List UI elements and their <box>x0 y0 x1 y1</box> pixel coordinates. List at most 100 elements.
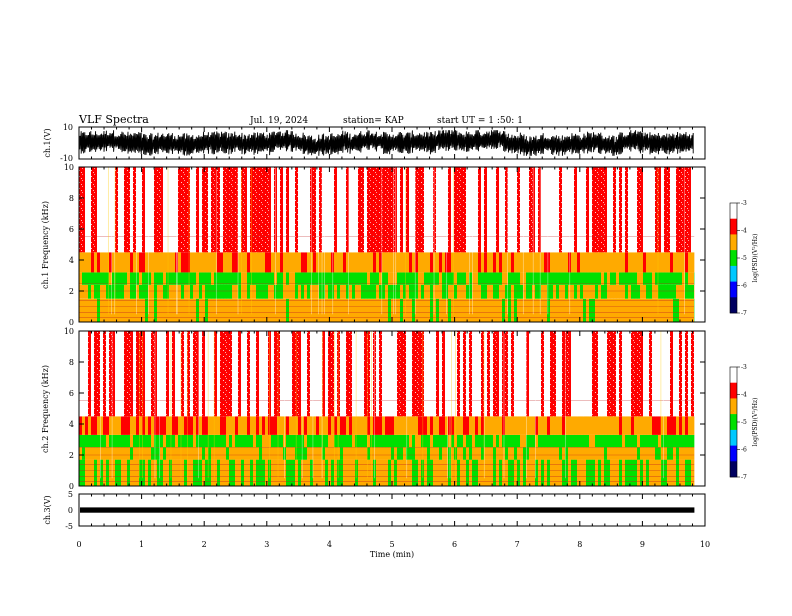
spectrogram-cell <box>487 447 491 460</box>
spectrogram-cell <box>193 459 197 486</box>
spectrogram-cell <box>616 272 620 285</box>
ytick-label: 4 <box>69 420 74 429</box>
spectrogram-cell <box>622 272 626 285</box>
spectrogram-cell <box>376 459 380 486</box>
spectrogram-cell <box>421 298 425 323</box>
spectrogram-cell <box>460 272 464 285</box>
spectrogram-cell <box>334 459 338 486</box>
colorbar-label: log(PSD)(V²/Hz) <box>752 234 759 283</box>
spectrogram-cell <box>169 447 173 460</box>
spectrogram-cell <box>106 447 110 460</box>
spectrogram-cell <box>397 284 401 299</box>
spectrogram-cell <box>643 447 647 460</box>
spectrogram-cell <box>169 298 173 323</box>
spectrogram-cell <box>112 298 116 323</box>
spectrogram-cell <box>397 416 401 435</box>
spectrogram-cell <box>205 459 209 486</box>
spectrogram-cell <box>229 284 233 299</box>
spectrogram-cell <box>100 272 104 285</box>
spectrogram-cell <box>175 447 179 460</box>
spectrogram-cell <box>679 459 683 486</box>
spectrogram-cell <box>598 284 602 299</box>
spectrogram-cell <box>274 434 278 448</box>
spectrogram-cell <box>385 272 389 285</box>
spectrogram-cell <box>499 459 503 486</box>
spectrogram-cell <box>436 298 440 323</box>
spectrogram-cell <box>550 284 554 299</box>
spectrogram-cell <box>352 447 356 460</box>
spectrogram-cell <box>448 284 452 299</box>
spectrogram-cell <box>556 434 560 448</box>
spectrogram-cell <box>442 252 446 273</box>
ch1-waveform-ylabel: ch.1(V) <box>43 128 52 157</box>
spectrogram-cell <box>103 447 107 460</box>
spectrogram-cell <box>607 459 611 486</box>
spectrogram-cell <box>400 416 404 435</box>
spectrogram-cell <box>682 447 686 460</box>
spectrogram-cell <box>283 298 287 323</box>
spectrogram-cell <box>82 284 86 299</box>
spectrogram-cell <box>232 447 236 460</box>
spectrogram-cell <box>472 434 476 448</box>
spectrogram-cell <box>625 252 629 273</box>
spectrogram-cell <box>208 284 212 299</box>
spectrogram-cell <box>91 252 95 273</box>
spectrogram-cell <box>454 298 458 323</box>
spectrogram-cell <box>586 252 590 273</box>
spectrogram-cell <box>553 252 557 273</box>
spectrogram-cell <box>277 434 281 448</box>
spectrogram-cell <box>298 284 302 299</box>
spectrogram-cell <box>292 459 296 486</box>
spectrogram-cell <box>199 298 203 323</box>
spectrogram-cell <box>190 416 194 435</box>
spectrogram-cell <box>610 434 614 448</box>
spectrogram-cell <box>649 272 653 285</box>
spectrogram-cell <box>478 416 482 435</box>
spectrogram-cell <box>562 434 566 448</box>
spectrogram-cell <box>394 434 398 448</box>
spectrogram-cell <box>559 447 563 460</box>
spectrogram-cell <box>652 416 656 435</box>
spectrogram-cell <box>229 447 233 460</box>
spectrogram-cell <box>421 272 425 285</box>
colorbar-tick-label: -4 <box>741 392 747 399</box>
spectrogram-cell <box>241 252 245 273</box>
spectrogram-cell <box>100 416 104 435</box>
spectrogram-cell <box>418 252 422 273</box>
spectrogram-cell <box>82 459 86 486</box>
spectrogram-cell <box>241 272 245 285</box>
spectrogram-cell <box>88 298 92 323</box>
spectrogram-cell <box>448 459 452 486</box>
spectrogram-cell <box>307 459 311 486</box>
spectrogram-cell <box>112 459 116 486</box>
spectrogram-cell <box>499 416 503 435</box>
spectrogram-cell <box>514 416 518 435</box>
spectrogram-cell <box>205 434 209 448</box>
spectrogram-cell <box>361 298 365 323</box>
spectrogram-cell <box>529 459 533 486</box>
spectrogram-cell <box>646 272 650 285</box>
spectrogram-cell <box>364 298 368 323</box>
spectrogram-cell <box>85 434 89 448</box>
spectrogram-cell <box>403 459 407 486</box>
spectrogram-cell <box>193 298 197 323</box>
spectrogram-cell <box>97 447 101 460</box>
spectrogram-cell <box>211 434 215 448</box>
spectrogram-cell <box>610 298 614 323</box>
spectrogram-cell <box>82 434 86 448</box>
spectrogram-cell <box>262 434 266 448</box>
spectrogram-cell <box>283 272 287 285</box>
spectrogram-cell <box>403 416 407 435</box>
spectrogram-cell <box>100 284 104 299</box>
spectrogram-cell <box>241 447 245 460</box>
spectrogram-cell <box>532 272 536 285</box>
spectrogram-cell <box>214 298 218 323</box>
spectrogram-cell <box>631 459 635 486</box>
spectrogram-cell <box>295 459 299 486</box>
spectrogram-cell <box>538 284 542 299</box>
spectrogram-cell <box>346 434 350 448</box>
spectrogram-cell <box>100 298 104 323</box>
spectrogram-cell <box>262 459 266 486</box>
spectrogram-cell <box>676 284 680 299</box>
